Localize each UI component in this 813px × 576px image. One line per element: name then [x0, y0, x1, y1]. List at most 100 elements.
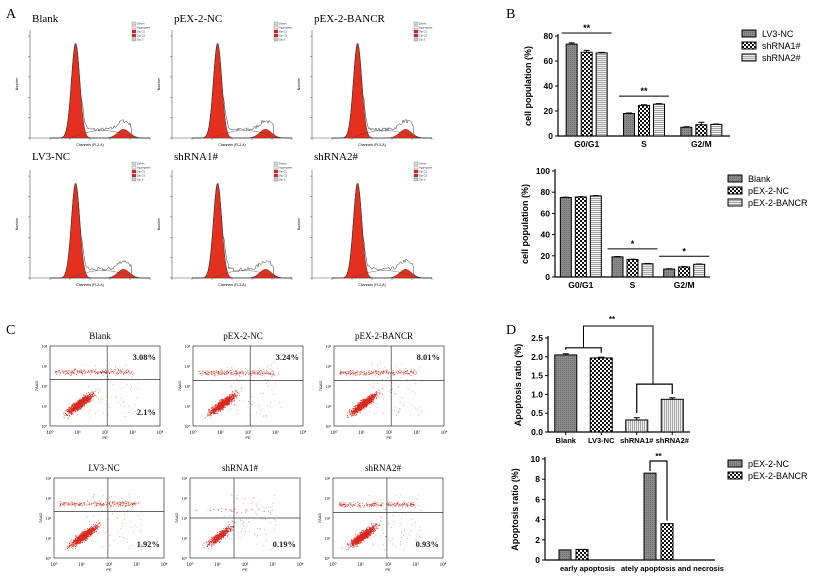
- y-tick-label: 10¹: [182, 536, 188, 541]
- histogram-plot: shRNA1# Number Channels (FL2-A) DebrisAggre…: [157, 151, 293, 287]
- event-dots: [59, 494, 142, 552]
- x-category-label: shRNA1#: [620, 436, 654, 445]
- s-phase-curve: [351, 270, 418, 279]
- histogram-outline: [50, 43, 150, 139]
- y-tick-label: 10¹: [326, 404, 332, 409]
- x-tick-label: 10¹: [214, 562, 221, 568]
- y-axis-label: Number: [157, 77, 161, 90]
- y-tick-label: 10⁰: [325, 424, 331, 429]
- bar: [680, 126, 693, 137]
- legend-swatch: [273, 21, 279, 26]
- legend-swatch: [413, 177, 419, 182]
- y-tick-label: 80: [541, 187, 551, 197]
- y-axis-label: 7AAD: [34, 381, 39, 392]
- x-tick-label: 10²: [385, 562, 392, 568]
- bar-chart-1: 0 20 40 60 80 100 cell population (%) G0/G1 S G2/…: [520, 166, 808, 290]
- histogram-plot: shRNA2# Number Channels (FL2-A) DebrisAggre…: [297, 151, 433, 287]
- legend-swatch: [413, 33, 419, 38]
- bar: [565, 43, 578, 137]
- histogram-outline: [192, 183, 292, 279]
- y-axis-label: Number: [297, 77, 301, 90]
- legend-swatch: [741, 29, 757, 38]
- bar: [575, 548, 589, 561]
- y-tick-label: 10⁴: [325, 476, 331, 481]
- event-dots: [339, 362, 423, 418]
- y-tick-label: 10⁴: [326, 344, 332, 349]
- x-tick-label: 10²: [245, 430, 252, 436]
- legend-swatch: [727, 459, 743, 468]
- legend-swatch: [273, 173, 279, 178]
- legend-swatch: [727, 186, 743, 195]
- legend-swatch: [413, 37, 419, 42]
- y-tick-label: 0: [548, 131, 553, 141]
- x-tick-label: 10¹: [357, 562, 364, 568]
- x-tick-label: 10³: [269, 562, 276, 568]
- bar-chart-3: 0 2 4 6 8 10 Apoptosis ratio (%) early apoptosi…: [510, 452, 808, 573]
- significance-label: **: [609, 315, 616, 324]
- y-tick-label: 2: [535, 535, 540, 545]
- y-tick-label: 10³: [42, 364, 48, 369]
- plot-title: pEX-2-NC: [223, 331, 263, 341]
- x-axis-label: Channels (FL2-A): [218, 283, 246, 287]
- event-dots: [338, 494, 422, 551]
- lower-right-percentage: 2.1%: [137, 407, 156, 417]
- x-tick-label: 10¹: [217, 430, 224, 436]
- legend-label: Dip S: [279, 38, 286, 42]
- y-axis-label: 7AAD: [318, 381, 323, 392]
- upper-right-percentage: 8.01%: [417, 352, 440, 362]
- y-axis-label: Number: [297, 217, 301, 230]
- upper-right-percentage: 3.08%: [133, 352, 156, 362]
- y-axis-label: Number: [15, 77, 19, 90]
- x-tick-label: 10³: [129, 430, 136, 436]
- legend-swatch: [131, 165, 137, 170]
- plot-frame: [53, 477, 165, 559]
- event-dots: [55, 363, 139, 420]
- lower-right-percentage: 0.93%: [416, 539, 439, 549]
- g1-g2-peak-fill: [332, 43, 433, 139]
- x-axis-label: PE: [242, 567, 248, 572]
- x-tick-label: 10³: [272, 430, 279, 436]
- legend-label: Aggregates: [419, 166, 433, 170]
- x-tick-label: 10⁴: [161, 562, 168, 568]
- y-tick-label: 10¹: [325, 536, 331, 541]
- x-tick-label: 10⁴: [297, 562, 304, 568]
- legend-swatch: [413, 169, 419, 174]
- panel-c-flow-cytometry-scatter: Blank3.08%2.1%10⁰10⁰10¹10¹10²10²10³10³10…: [34, 331, 448, 572]
- x-tick-label: 10⁰: [186, 562, 193, 568]
- bar: [693, 263, 706, 278]
- legend-label: pEX-2-BANCR: [748, 471, 808, 481]
- plot-title: shRNA1#: [174, 151, 219, 163]
- y-tick-label: 10³: [326, 364, 332, 369]
- legend-label: Dip G1: [279, 170, 288, 174]
- legend-label: Dip G1: [279, 30, 288, 34]
- legend-label: Blank: [748, 174, 771, 184]
- significance-label: **: [640, 86, 648, 96]
- y-tick-label: 40: [544, 81, 554, 91]
- legend-swatch: [131, 33, 137, 38]
- significance-bracket: [583, 325, 655, 385]
- x-axis-label: PE: [102, 435, 108, 440]
- legend-label: Dip G1: [419, 170, 428, 174]
- y-axis-label: Number: [15, 217, 19, 230]
- x-axis-label: Channels (FL2-A): [76, 283, 104, 287]
- y-axis-label: Apoptosis ratio (%): [513, 344, 523, 427]
- bar: [554, 354, 578, 433]
- y-axis-label: Number: [157, 217, 161, 230]
- bar: [695, 124, 708, 137]
- bar: [625, 419, 649, 433]
- y-axis-label: cell population (%): [523, 46, 533, 126]
- legend-swatch: [131, 177, 137, 182]
- legend-swatch: [273, 165, 279, 170]
- y-tick-label: 10⁰: [184, 424, 190, 429]
- y-tick-label: 10⁴: [42, 344, 48, 349]
- x-tick-label: 10⁰: [329, 562, 336, 568]
- x-tick-label: 10⁴: [440, 562, 447, 568]
- y-axis-label: 7AAD: [38, 513, 43, 524]
- x-category-label: ately apoptosis and necrosis: [621, 564, 724, 573]
- x-axis-label: PE: [245, 435, 251, 440]
- legend-swatch: [413, 21, 419, 26]
- bar-chart-0: 0 20 40 60 80 cell population (%) G0/G1 S G2/M LV…: [523, 23, 801, 149]
- legend-swatch: [131, 173, 137, 178]
